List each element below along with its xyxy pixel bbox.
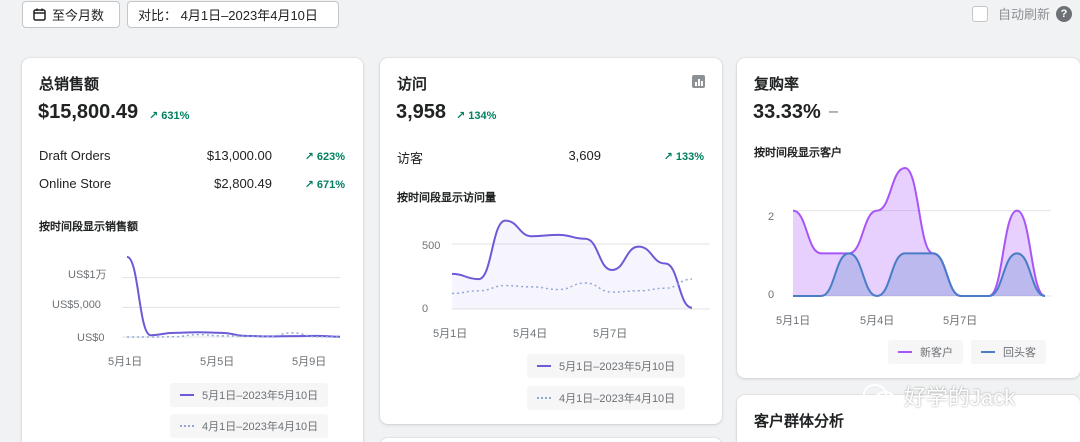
cohort-analysis-card: 客户群体分析: [737, 395, 1080, 442]
legend-label: 5月1日–2023年5月10日: [559, 361, 676, 373]
row-value: 3,609: [568, 148, 601, 163]
series-area-1: [793, 253, 1045, 296]
row-label[interactable]: 访客: [397, 151, 424, 166]
card-title[interactable]: 客户群体分析: [754, 413, 845, 430]
x-tick-label: 5月4日: [513, 328, 548, 340]
y-tick-label: US$5,000: [52, 299, 101, 311]
date-range-button[interactable]: 至今月数: [22, 1, 120, 28]
total-sales-delta: ↗ 631%: [149, 110, 190, 122]
y-tick-label: US$1万: [68, 269, 107, 281]
compare-range-label: 对比： 4月1日–2023年4月10日: [138, 8, 318, 23]
chart-title: 按时间段显示访问量: [397, 192, 496, 204]
x-tick-label: 5月7日: [593, 328, 628, 340]
legend-swatch: [981, 351, 995, 353]
bar-chart-icon[interactable]: [692, 75, 705, 88]
top-toolbar: 至今月数 对比： 4月1日–2023年4月10日 自动刷新 ?: [0, 0, 1080, 30]
watermark: 好学的Jack: [862, 380, 1015, 412]
visits-value: 3,958: [396, 101, 447, 123]
legend-swatch: [180, 425, 194, 427]
series-line-1: [792, 252, 1046, 298]
date-range-label: 至今月数: [52, 8, 105, 23]
legend-item-new-customers[interactable]: 新客户: [888, 340, 963, 364]
row-value: $13,000.00: [206, 148, 272, 163]
legend-label: 5月1日–2023年5月10日: [202, 390, 319, 402]
legend-item-returning-customers[interactable]: 回头客: [971, 340, 1046, 364]
x-tick-label: 5月7日: [943, 315, 978, 327]
card-title[interactable]: 复购率: [754, 76, 800, 93]
series-line-1: [451, 278, 693, 295]
sales-line-chart: [122, 255, 341, 338]
legend-swatch: [537, 365, 551, 367]
row-delta: ↗ 623%: [304, 151, 345, 163]
y-tick-label: 0: [422, 303, 429, 315]
x-tick-label: 5月1日: [776, 315, 811, 327]
series-line-0: [451, 219, 693, 309]
repeat-rate-delta: –: [829, 103, 838, 120]
chart-title: 按时间段显示客户: [754, 147, 842, 159]
help-icon[interactable]: ?: [1056, 5, 1072, 22]
x-tick-label: 5月1日: [433, 328, 468, 340]
x-tick-label: 5月5日: [200, 356, 235, 368]
visits-line-chart: [451, 219, 710, 310]
legend-swatch: [537, 397, 551, 399]
series-line-0: [792, 166, 1046, 297]
total-sales-card: 总销售额 $15,800.49 ↗ 631% Draft Orders $13,…: [22, 58, 363, 442]
series-area-0: [793, 168, 1045, 296]
auto-refresh-checkbox[interactable]: [971, 5, 988, 22]
card-title[interactable]: 总销售额: [39, 76, 100, 93]
legend-item-previous[interactable]: 4月1日–2023年4月10日: [170, 414, 329, 438]
x-tick-label: 5月4日: [860, 315, 895, 327]
calendar-icon: [33, 8, 46, 21]
auto-refresh-label: 自动刷新: [997, 7, 1050, 22]
repeat-rate-value: 33.33%: [753, 101, 821, 123]
repeat-rate-card: 复购率 33.33% – 按时间段显示客户 2 0 5月1日 5月4日 5月7日…: [737, 58, 1080, 378]
x-tick-label: 5月1日: [108, 356, 143, 368]
legend-item-previous[interactable]: 4月1日–2023年4月10日: [527, 386, 686, 410]
legend-swatch: [180, 394, 194, 396]
row-label[interactable]: Online Store: [39, 176, 112, 191]
legend-label: 4月1日–2023年4月10日: [202, 421, 319, 433]
x-tick-label: 5月9日: [292, 356, 327, 368]
y-tick-label: US$0: [77, 332, 105, 344]
legend-item-current[interactable]: 5月1日–2023年5月10日: [170, 383, 329, 407]
row-delta: ↗ 133%: [663, 151, 704, 163]
customers-area-chart: [792, 166, 1051, 298]
y-tick-label: 0: [768, 289, 775, 301]
legend-swatch: [898, 351, 912, 353]
legend-label: 新客户: [920, 347, 953, 359]
watermark-text: 好学的Jack: [904, 385, 1016, 410]
row-delta: ↗ 671%: [304, 179, 345, 191]
visits-delta: ↗ 134%: [456, 110, 497, 122]
chart-title: 按时间段显示销售额: [39, 221, 138, 233]
compare-range-button[interactable]: 对比： 4月1日–2023年4月10日: [127, 1, 339, 28]
series-area-0: [452, 220, 692, 309]
y-tick-label: 2: [768, 211, 775, 223]
visits-card: 访问 3,958 ↗ 134% 访客 3,609 ↗ 133% 按时间段显示访问…: [380, 58, 722, 424]
card-title[interactable]: 访问: [397, 76, 428, 93]
series-line-0: [126, 255, 341, 338]
total-sales-value: $15,800.49: [38, 101, 139, 123]
row-value: $2,800.49: [214, 176, 272, 191]
y-tick-label: 500: [422, 240, 441, 252]
chat-bubbles-icon: [863, 384, 895, 407]
legend-item-current[interactable]: 5月1日–2023年5月10日: [527, 354, 686, 378]
legend-label: 回头客: [1003, 347, 1036, 359]
auto-refresh-control: 自动刷新 ?: [971, 4, 1072, 23]
series-line-1: [127, 332, 341, 338]
legend-label: 4月1日–2023年4月10日: [559, 393, 676, 405]
row-label[interactable]: Draft Orders: [39, 148, 111, 163]
partial-card: [380, 438, 722, 442]
